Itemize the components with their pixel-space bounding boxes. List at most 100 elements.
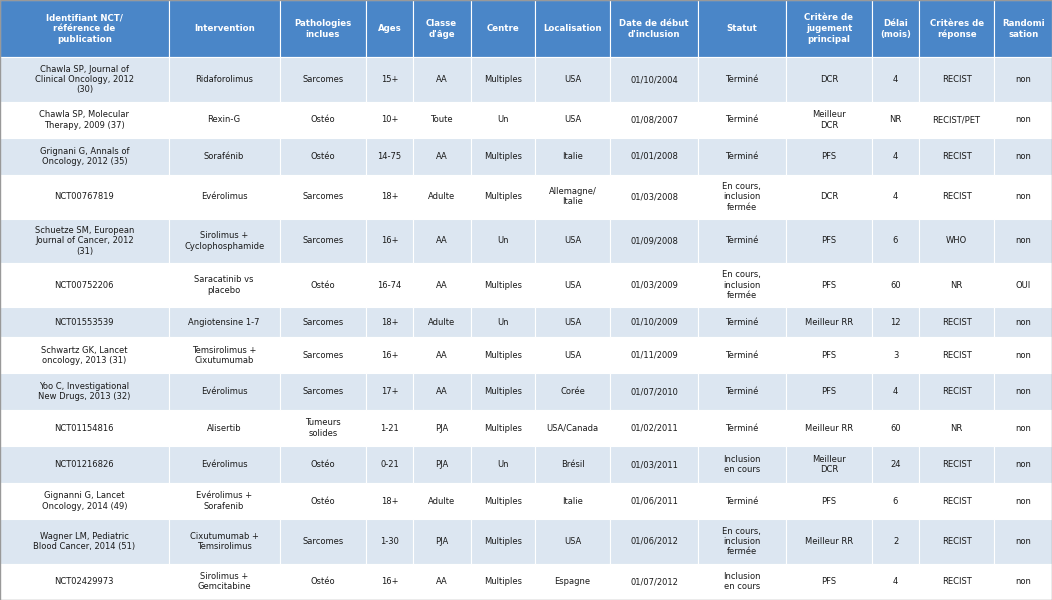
Text: Multiples: Multiples [484, 424, 522, 433]
Bar [412, 138, 470, 175]
Bar [872, 337, 918, 373]
Text: Sarcomes: Sarcomes [302, 387, 344, 396]
Bar [470, 175, 534, 219]
Text: En cours,
inclusion
fermée: En cours, inclusion fermée [723, 270, 762, 300]
Text: Angiotensine 1-7: Angiotensine 1-7 [188, 317, 260, 326]
Text: Classe
d'âge: Classe d'âge [426, 19, 458, 38]
Bar [872, 175, 918, 219]
Bar [470, 446, 534, 483]
Bar [610, 373, 699, 410]
Bar [534, 483, 610, 520]
Text: Terminé: Terminé [725, 236, 758, 245]
Text: Yoo C, Investigational
New Drugs, 2013 (32): Yoo C, Investigational New Drugs, 2013 (… [38, 382, 130, 401]
Bar [872, 263, 918, 307]
Text: 01/11/2009: 01/11/2009 [630, 351, 679, 360]
Bar [786, 520, 872, 563]
Text: Localisation: Localisation [543, 24, 602, 33]
Bar [699, 101, 786, 138]
Text: Meilleur RR: Meilleur RR [805, 317, 853, 326]
Bar [412, 337, 470, 373]
Text: Ostéo: Ostéo [310, 460, 336, 469]
Bar [872, 410, 918, 446]
Bar [412, 563, 470, 600]
Bar [918, 138, 994, 175]
Text: Alisertib: Alisertib [207, 424, 242, 433]
Text: 12: 12 [890, 317, 901, 326]
Text: En cours,
inclusion
fermée: En cours, inclusion fermée [723, 527, 762, 556]
Text: 16+: 16+ [381, 236, 399, 245]
Text: OUI: OUI [1015, 281, 1031, 290]
Bar [786, 373, 872, 410]
Bar [168, 263, 280, 307]
Text: Chawla SP, Molecular
Therapy, 2009 (37): Chawla SP, Molecular Therapy, 2009 (37) [39, 110, 129, 130]
Text: Brésil: Brésil [561, 460, 585, 469]
Text: NR: NR [950, 281, 963, 290]
Text: Allemagne/
Italie: Allemagne/ Italie [549, 187, 596, 206]
Text: USA: USA [564, 236, 582, 245]
Text: WHO: WHO [946, 236, 967, 245]
Bar [168, 175, 280, 219]
Bar [786, 337, 872, 373]
Text: 18+: 18+ [381, 192, 399, 201]
Text: Evérolimus: Evérolimus [201, 387, 247, 396]
Text: PFS: PFS [822, 497, 836, 506]
Text: Adulte: Adulte [428, 192, 456, 201]
Text: 01/07/2012: 01/07/2012 [630, 577, 679, 586]
Bar [994, 410, 1052, 446]
Bar [534, 373, 610, 410]
Bar [0, 101, 168, 138]
Text: non: non [1015, 424, 1031, 433]
Bar [918, 410, 994, 446]
Text: 16+: 16+ [381, 351, 399, 360]
Text: Tumeurs
solides: Tumeurs solides [305, 418, 341, 438]
Text: NCT01154816: NCT01154816 [55, 424, 114, 433]
Text: 01/06/2012: 01/06/2012 [630, 537, 679, 546]
Bar [872, 446, 918, 483]
Text: PFS: PFS [822, 281, 836, 290]
Bar [872, 219, 918, 263]
Bar [0, 337, 168, 373]
Text: Meilleur RR: Meilleur RR [805, 424, 853, 433]
Text: Schwartz GK, Lancet
oncology, 2013 (31): Schwartz GK, Lancet oncology, 2013 (31) [41, 346, 127, 365]
Bar [610, 101, 699, 138]
Text: Multiples: Multiples [484, 192, 522, 201]
Text: Multiples: Multiples [484, 537, 522, 546]
Text: Wagner LM, Pediatric
Blood Cancer, 2014 (51): Wagner LM, Pediatric Blood Cancer, 2014 … [34, 532, 136, 551]
Bar [534, 58, 610, 101]
Bar [699, 219, 786, 263]
Text: RECIST: RECIST [942, 192, 971, 201]
Text: 4: 4 [893, 577, 898, 586]
Text: Sarcomes: Sarcomes [302, 236, 344, 245]
Text: Sarcomes: Sarcomes [302, 537, 344, 546]
Text: 2: 2 [893, 537, 898, 546]
Text: Gignanni G, Lancet
Oncology, 2014 (49): Gignanni G, Lancet Oncology, 2014 (49) [42, 491, 127, 511]
Bar [412, 307, 470, 337]
Text: Cixutumumab +
Temsirolimus: Cixutumumab + Temsirolimus [189, 532, 259, 551]
Bar [366, 0, 412, 58]
Bar [918, 219, 994, 263]
Text: RECIST: RECIST [942, 460, 971, 469]
Text: 01/08/2007: 01/08/2007 [630, 115, 679, 124]
Bar [168, 446, 280, 483]
Text: Ostéo: Ostéo [310, 281, 336, 290]
Bar [280, 58, 366, 101]
Bar [168, 58, 280, 101]
Bar [0, 0, 168, 58]
Bar [872, 520, 918, 563]
Text: 0-21: 0-21 [380, 460, 399, 469]
Bar [168, 563, 280, 600]
Text: Italie: Italie [562, 152, 583, 161]
Bar [918, 337, 994, 373]
Text: 01/07/2010: 01/07/2010 [630, 387, 679, 396]
Text: AA: AA [436, 281, 447, 290]
Text: Espagne: Espagne [554, 577, 590, 586]
Text: AA: AA [436, 387, 447, 396]
Bar [918, 175, 994, 219]
Bar [412, 101, 470, 138]
Bar [872, 483, 918, 520]
Bar [610, 483, 699, 520]
Text: Intervention: Intervention [194, 24, 255, 33]
Text: RECIST: RECIST [942, 577, 971, 586]
Text: Ridaforolimus: Ridaforolimus [196, 75, 254, 84]
Text: USA: USA [564, 317, 582, 326]
